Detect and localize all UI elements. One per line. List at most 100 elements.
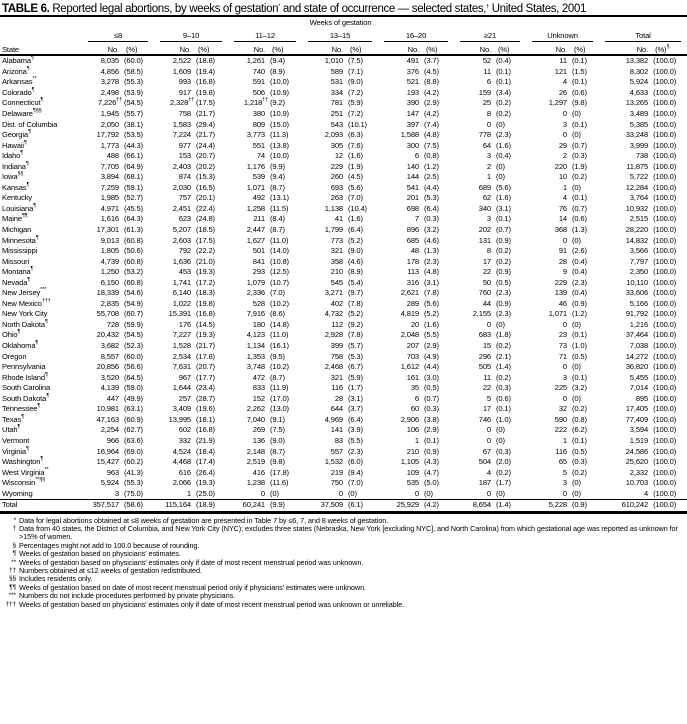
percent-cell: (0.2) [494, 467, 526, 478]
cell-value: 44 [482, 298, 491, 308]
cell-value: 202 [478, 225, 491, 235]
count-cell: 0 [302, 488, 346, 499]
count-cell: 121 [526, 67, 570, 78]
count-cell: 139 [526, 288, 570, 299]
percent-cell: (10.0) [268, 77, 302, 88]
count-cell: 539 [228, 172, 268, 183]
percent-cell: (100.0) [651, 467, 687, 478]
cell-value: (1.3) [424, 246, 439, 256]
count-cell: 50 [454, 277, 494, 288]
count-cell: 541 [378, 183, 422, 194]
count-cell: 3,594 [599, 425, 651, 436]
cell-value: 4 [486, 467, 491, 477]
count-cell: 22 [454, 267, 494, 278]
percent-cell: (0.4) [494, 55, 526, 67]
cell-value: 4,732 [324, 309, 343, 319]
cell-value: 591 [252, 77, 265, 87]
cell-value: 46 [558, 298, 567, 308]
percent-cell: (100.0) [651, 67, 687, 78]
percent-cell: (7.0) [268, 288, 302, 299]
percent-cell: (3.9) [346, 425, 378, 436]
footnote-mark: ¶ [26, 181, 30, 188]
percent-cell: (5.5) [422, 330, 454, 341]
cell-value: (100.0) [653, 161, 677, 171]
table-row: Oregon 8,557 (60.0) 2,534 (17.8) 1,353 (9.5) 75… [0, 351, 687, 362]
footnote-mark: ¶§§ [32, 108, 42, 114]
count-cell: 28 [526, 256, 570, 267]
percent-cell: (100.0) [651, 457, 687, 468]
cell-value: 4,524 [172, 446, 191, 456]
percent-cell: (0) [494, 320, 526, 331]
cell-value: 357,517 [92, 500, 120, 510]
count-cell: 10 [526, 172, 570, 183]
percent-cell: (0.5) [570, 351, 599, 362]
count-cell: 1,079 [228, 277, 268, 288]
percent-cell: (54.5) [122, 330, 154, 341]
count-cell: 750 [302, 478, 346, 489]
state-cell: Colorado¶ [0, 87, 82, 99]
footnote-text: Numbers obtained at ≤12 weeks of gestati… [19, 565, 202, 575]
percent-cell: (3.7) [346, 404, 378, 415]
cell-value: 28 [558, 256, 567, 266]
cell-value: 2,468 [324, 362, 343, 372]
count-cell: 453 [154, 267, 194, 278]
count-cell: 2,447 [228, 225, 268, 236]
percent-cell: (7.2) [346, 88, 378, 99]
cell-value: 2,621 [400, 288, 419, 298]
cell-value: (6.4) [424, 203, 439, 213]
table-row: New Jersey*** 18,339 (54.6) 6,140 (18.3) 2,33… [0, 288, 687, 299]
count-cell: 201 [378, 193, 422, 204]
cell-value: (1.7) [496, 478, 511, 488]
pct-label: (%) [655, 45, 667, 54]
percent-cell: (7.5) [268, 425, 302, 436]
count-cell: 591 [228, 77, 268, 88]
footnote-text: Weeks of gestation based on physicians' … [19, 599, 405, 609]
count-cell: 5,166 [599, 299, 651, 310]
cell-value: 17,405 [625, 404, 649, 414]
table-row: Louisiana¶ 4,971 (45.5) 2,451 (22.4) 1,258 (11… [0, 203, 687, 215]
cell-value: (62.7) [124, 425, 143, 435]
percent-cell: (0.6) [570, 88, 599, 99]
cell-value: (10.7) [270, 277, 289, 287]
cell-value: 505 [478, 362, 491, 372]
cell-value: (0.6) [572, 214, 587, 224]
cell-value: (1.6) [348, 151, 363, 161]
state-cell: Indiana¶ [0, 161, 82, 172]
cell-value: (7.6) [348, 140, 363, 150]
footnote: ¶¶ Weeks of gestation based on date of mo… [0, 583, 687, 592]
percent-cell: (55.7) [122, 109, 154, 120]
cell-value: (4.3) [424, 457, 439, 467]
percent-cell: (17.5) [194, 235, 228, 246]
percent-cell: (0.2) [494, 109, 526, 120]
count-cell: 3 [526, 372, 570, 383]
cell-value: 698 [406, 203, 419, 213]
count-cell: 10,703 [599, 478, 651, 489]
percent-cell: (21.7) [194, 130, 228, 141]
percent-cell: (0) [570, 478, 599, 489]
pct-label: (%) [574, 45, 586, 54]
count-cell: 2 [526, 151, 570, 162]
cell-value: (16.8) [196, 425, 215, 435]
cell-value: (0.1) [572, 372, 587, 382]
count-cell: 2,515 [599, 214, 651, 225]
cell-value: (100.0) [653, 182, 677, 192]
cell-value: 683 [478, 330, 491, 340]
cell-value: (0.7) [496, 225, 511, 235]
percent-cell: (9.4) [268, 55, 302, 67]
cell-value: (3.9) [348, 425, 363, 435]
cell-value: 222 [554, 425, 567, 435]
table-row: Idaho¶ 488 (66.1) 153 (20.7) 74 (10.0) 12 (1.6) 6… [0, 150, 687, 162]
count-cell: 809 [228, 119, 268, 130]
percent-cell: (1.9) [570, 161, 599, 172]
cell-value: 7,227 [172, 330, 191, 340]
cell-value: (4.9) [424, 351, 439, 361]
cell-value: 757 [178, 193, 191, 203]
cell-value: (5.0) [424, 478, 439, 488]
cell-value: (2.3) [572, 277, 587, 287]
cell-value: (64.9) [124, 161, 143, 171]
count-cell: 757 [154, 193, 194, 204]
cell-value: 402 [330, 298, 343, 308]
percent-cell: (0) [570, 183, 599, 194]
percent-cell: (5.6) [346, 183, 378, 194]
